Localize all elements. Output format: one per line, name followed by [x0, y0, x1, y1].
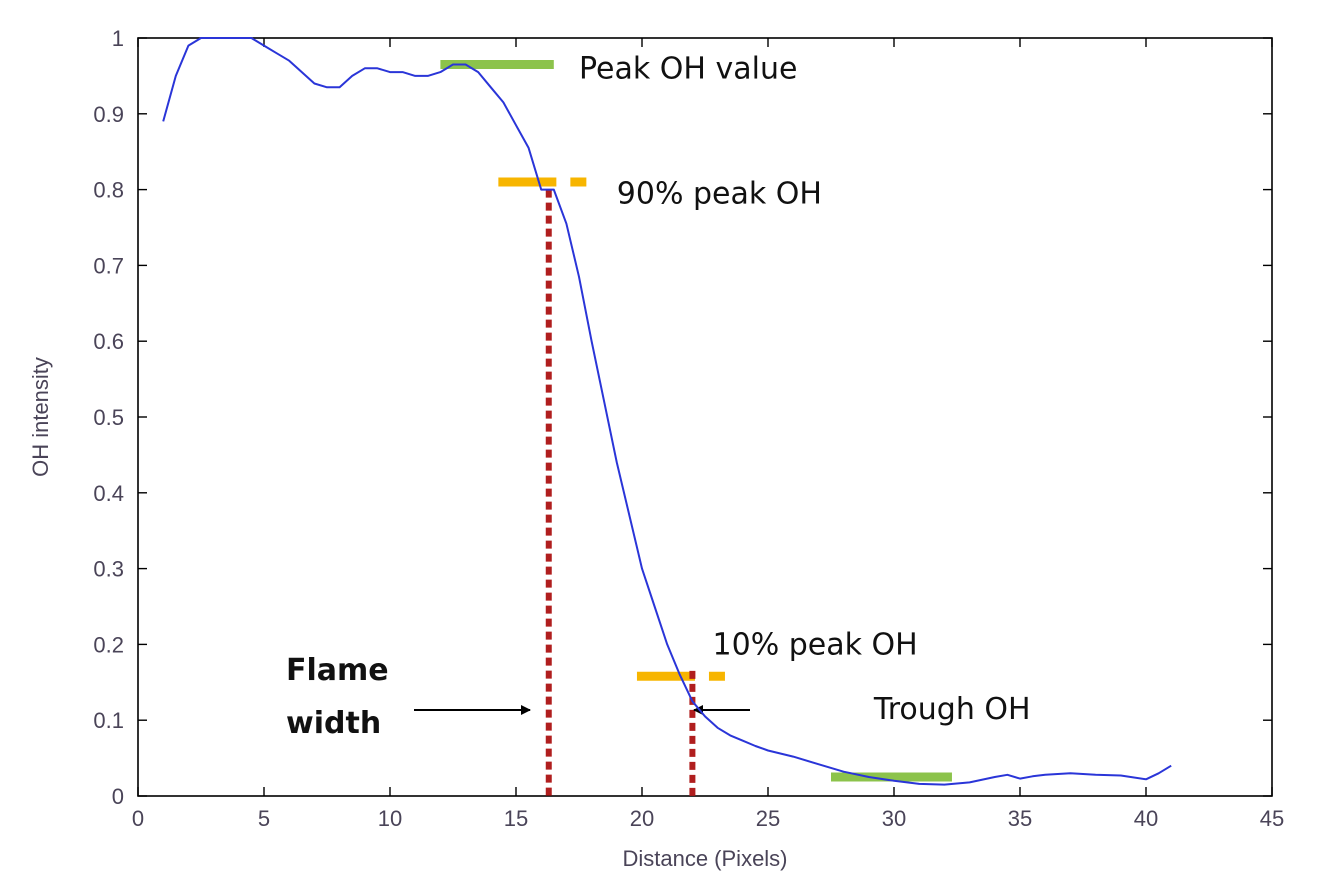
- annotation-label-0: Peak OH value: [579, 51, 797, 86]
- annotation-label-2: 10% peak OH: [713, 627, 918, 662]
- y-tick-label: 1: [112, 26, 124, 51]
- x-axis-label: Distance (Pixels): [622, 846, 787, 871]
- flame-width-label-line1: Flame: [286, 653, 389, 688]
- flame-width-label-line2: width: [286, 706, 381, 741]
- annotation-label-3: Trough OH: [873, 692, 1031, 727]
- x-tick-label: 30: [882, 806, 906, 831]
- series-line-0: [162, 37, 1172, 786]
- annotation-marks: [414, 60, 952, 796]
- x-tick-label: 35: [1008, 806, 1032, 831]
- y-tick-label: 0: [112, 784, 124, 809]
- axis-ticks: 0 5 10 15 20 25 30 35 40 45 0 0.1 0.2 0.3 0.4 0.5 0.6 0.7…: [93, 26, 1284, 831]
- x-tick-label: 25: [756, 806, 780, 831]
- y-tick-label: 0.4: [93, 481, 124, 506]
- annotation-labels: Peak OH value 90% peak OH 10% peak OH Troug…: [286, 51, 1031, 741]
- y-axis-label: OH intensity: [28, 357, 53, 477]
- x-tick-label: 45: [1260, 806, 1284, 831]
- x-tick-label: 10: [378, 806, 402, 831]
- x-tick-label: 15: [504, 806, 528, 831]
- y-tick-label: 0.7: [93, 253, 124, 278]
- y-tick-label: 0.5: [93, 405, 124, 430]
- x-tick-label: 0: [132, 806, 144, 831]
- series-layer: [162, 37, 1172, 786]
- x-tick-label: 5: [258, 806, 270, 831]
- annotation-label-1: 90% peak OH: [617, 176, 822, 211]
- x-tick-label: 20: [630, 806, 654, 831]
- x-tick-label: 40: [1134, 806, 1158, 831]
- y-tick-label: 0.1: [93, 708, 124, 733]
- y-tick-label: 0.8: [93, 178, 124, 203]
- y-tick-label: 0.2: [93, 632, 124, 657]
- y-tick-label: 0.9: [93, 102, 124, 127]
- y-tick-label: 0.3: [93, 557, 124, 582]
- y-tick-label: 0.6: [93, 329, 124, 354]
